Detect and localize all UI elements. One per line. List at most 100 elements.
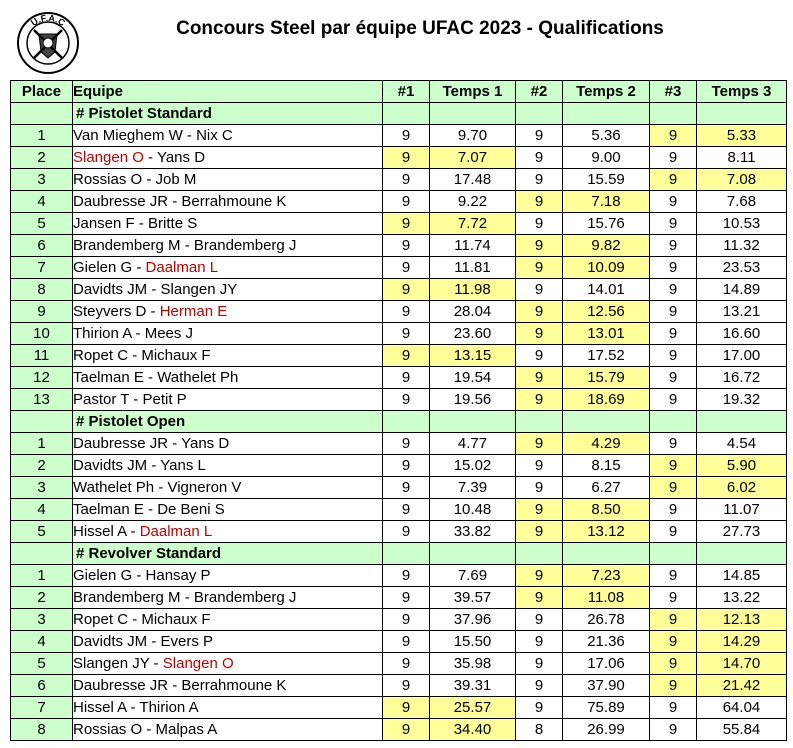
place-cell: 5: [10, 212, 73, 235]
hits-1-cell: 9: [382, 146, 430, 169]
team-name-part: Rossias O - Malpas A: [73, 721, 218, 738]
team-name-part: Davidts JM - Yans L: [73, 457, 206, 474]
time-3-cell: 14.85: [696, 564, 787, 587]
hits-3-cell: 9: [649, 190, 697, 213]
section-empty-cell: [429, 542, 516, 565]
svg-text:U.F.A.C: U.F.A.C: [29, 13, 67, 28]
table-row: 5 Slangen JY - Slangen O 9 35.98 9 17.06 9 14.7…: [10, 652, 787, 675]
team-cell: Hissel A - Thirion A: [72, 696, 383, 719]
team-name-part: Van Mieghem W - Nix C: [73, 127, 233, 144]
hits-3-cell: 9: [649, 256, 697, 279]
header-row: Place Equipe #1 Temps 1 #2 Temps 2 #3 Te…: [10, 80, 787, 103]
hits-1-cell: 9: [382, 300, 430, 323]
hits-3-cell: 9: [649, 630, 697, 653]
table-row: 7 Hissel A - Thirion A 9 25.57 9 75.89 9 64.04: [10, 696, 787, 719]
time-3-cell: 27.73: [696, 520, 787, 543]
hits-2-cell: 9: [515, 212, 563, 235]
section-empty-cell: [649, 102, 697, 125]
table-row: 7 Gielen G - Daalman L 9 11.81 9 10.09 9 23.53: [10, 256, 787, 279]
hits-2-cell: 9: [515, 586, 563, 609]
place-cell: 10: [10, 322, 73, 345]
place-cell: 8: [10, 718, 73, 741]
time-2-cell: 14.01: [562, 278, 650, 301]
team-cell: Rossias O - Malpas A: [72, 718, 383, 741]
time-3-cell: 23.53: [696, 256, 787, 279]
team-name-part: - Yans D: [143, 149, 206, 166]
section-empty-cell: [382, 102, 430, 125]
time-3-cell: 13.22: [696, 586, 787, 609]
team-name-part: Brandemberg M - Brandemberg J: [73, 589, 297, 606]
time-2-cell: 12.56: [562, 300, 650, 323]
time-3-cell: 55.84: [696, 718, 787, 741]
section-row: # Pistolet Open: [10, 410, 787, 433]
time-2-cell: 21.36: [562, 630, 650, 653]
hits-1-cell: 9: [382, 278, 430, 301]
team-cell: Davidts JM - Yans L: [72, 454, 383, 477]
team-name-part: Taelman E - Wathelet Ph: [73, 369, 239, 386]
hits-3-cell: 9: [649, 564, 697, 587]
hits-3-cell: 9: [649, 168, 697, 191]
place-cell: 2: [10, 586, 73, 609]
time-2-cell: 26.99: [562, 718, 650, 741]
time-3-cell: 16.60: [696, 322, 787, 345]
time-3-cell: 4.54: [696, 432, 787, 455]
place-cell: 11: [10, 344, 73, 367]
hits-2-cell: 9: [515, 388, 563, 411]
hits-3-cell: 9: [649, 454, 697, 477]
hits-3-cell: 9: [649, 476, 697, 499]
hits-2-cell: 9: [515, 630, 563, 653]
col-header-place: Place: [10, 80, 73, 103]
table-row: 3 Rossias O - Job M 9 17.48 9 15.59 9 7.08: [10, 168, 787, 191]
section-place-cell: [10, 102, 73, 125]
place-cell: 4: [10, 190, 73, 213]
time-2-cell: 6.27: [562, 476, 650, 499]
team-cell: Daubresse JR - Yans D: [72, 432, 383, 455]
team-name-part: Daubresse JR - Berrahmoune K: [73, 677, 287, 694]
time-1-cell: 11.81: [429, 256, 516, 279]
table-row: 2 Brandemberg M - Brandemberg J 9 39.57 9 11.…: [10, 586, 787, 609]
section-row: # Pistolet Standard: [10, 102, 787, 125]
hits-3-cell: 9: [649, 432, 697, 455]
table-row: 8 Davidts JM - Slangen JY 9 11.98 9 14.01 9 14.…: [10, 278, 787, 301]
time-1-cell: 7.07: [429, 146, 516, 169]
team-cell: Ropet C - Michaux F: [72, 608, 383, 631]
time-2-cell: 15.79: [562, 366, 650, 389]
team-name-part: Hissel A - Thirion A: [73, 699, 199, 716]
team-name-part: Slangen JY -: [73, 655, 163, 672]
place-cell: 6: [10, 234, 73, 257]
hits-2-cell: 9: [515, 190, 563, 213]
section-row: # Revolver Standard: [10, 542, 787, 565]
team-name-part: Taelman E - De Beni S: [73, 501, 225, 518]
team-name-part: Thirion A - Mees J: [73, 325, 194, 342]
time-2-cell: 13.12: [562, 520, 650, 543]
time-1-cell: 7.72: [429, 212, 516, 235]
team-name-part: Daubresse JR - Yans D: [73, 435, 230, 452]
place-cell: 7: [10, 696, 73, 719]
hits-2-cell: 9: [515, 674, 563, 697]
time-2-cell: 7.18: [562, 190, 650, 213]
hits-3-cell: 9: [649, 234, 697, 257]
place-cell: 1: [10, 432, 73, 455]
time-3-cell: 11.07: [696, 498, 787, 521]
hits-1-cell: 9: [382, 322, 430, 345]
time-1-cell: 39.31: [429, 674, 516, 697]
hits-1-cell: 9: [382, 564, 430, 587]
hits-2-cell: 9: [515, 124, 563, 147]
section-empty-cell: [515, 410, 563, 433]
hits-2-cell: 9: [515, 652, 563, 675]
table-row: 2 Slangen O - Yans D 9 7.07 9 9.00 9 8.11: [10, 146, 787, 169]
hits-2-cell: 9: [515, 168, 563, 191]
place-cell: 8: [10, 278, 73, 301]
hits-3-cell: 9: [649, 652, 697, 675]
hits-3-cell: 9: [649, 608, 697, 631]
time-2-cell: 17.52: [562, 344, 650, 367]
section-title: # Pistolet Open: [72, 410, 383, 433]
hits-2-cell: 9: [515, 608, 563, 631]
team-cell: Daubresse JR - Berrahmoune K: [72, 190, 383, 213]
table-row: 4 Daubresse JR - Berrahmoune K 9 9.22 9 7.18 9…: [10, 190, 787, 213]
time-1-cell: 7.69: [429, 564, 516, 587]
table-row: 4 Davidts JM - Evers P 9 15.50 9 21.36 9 14.29: [10, 630, 787, 653]
time-2-cell: 8.50: [562, 498, 650, 521]
hits-1-cell: 9: [382, 234, 430, 257]
hits-2-cell: 8: [515, 718, 563, 741]
